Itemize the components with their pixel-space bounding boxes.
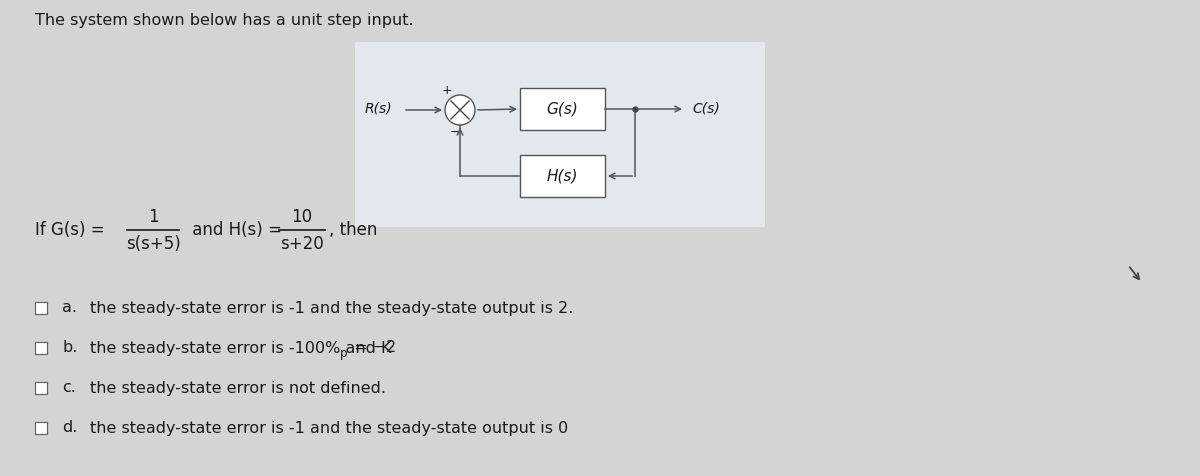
Text: 10: 10: [292, 208, 312, 226]
Text: b.: b.: [62, 340, 77, 356]
Text: the steady-state error is not defined.: the steady-state error is not defined.: [90, 380, 386, 396]
Text: s+20: s+20: [280, 235, 324, 253]
Text: the steady-state error is -1 and the steady-state output is 0: the steady-state error is -1 and the ste…: [90, 420, 569, 436]
Text: G(s): G(s): [546, 101, 578, 117]
Text: d.: d.: [62, 420, 77, 436]
Text: C(s): C(s): [692, 101, 720, 115]
Text: and H(s) =: and H(s) =: [187, 221, 287, 239]
Text: the steady-state error is -100% and K: the steady-state error is -100% and K: [90, 340, 391, 356]
Text: H(s): H(s): [547, 169, 578, 184]
Text: , then: , then: [329, 221, 377, 239]
Bar: [35, 422, 47, 434]
Text: = −2: = −2: [349, 340, 396, 356]
Bar: [35, 382, 47, 394]
Text: −: −: [450, 126, 461, 139]
Text: a.: a.: [62, 300, 77, 316]
Text: p: p: [340, 347, 347, 359]
Bar: [35, 302, 47, 314]
Text: +: +: [442, 85, 452, 98]
Bar: [35, 342, 47, 354]
Bar: [520, 155, 605, 197]
Text: If G(s) =: If G(s) =: [35, 221, 110, 239]
Text: c.: c.: [62, 380, 76, 396]
Circle shape: [445, 95, 475, 125]
Text: the steady-state error is -1 and the steady-state output is 2.: the steady-state error is -1 and the ste…: [90, 300, 574, 316]
Text: s(s+5): s(s+5): [126, 235, 180, 253]
Bar: [520, 88, 605, 130]
Text: 1: 1: [148, 208, 158, 226]
Text: R(s): R(s): [365, 102, 392, 116]
Bar: [355, 42, 766, 227]
Text: The system shown below has a unit step input.: The system shown below has a unit step i…: [35, 12, 414, 28]
